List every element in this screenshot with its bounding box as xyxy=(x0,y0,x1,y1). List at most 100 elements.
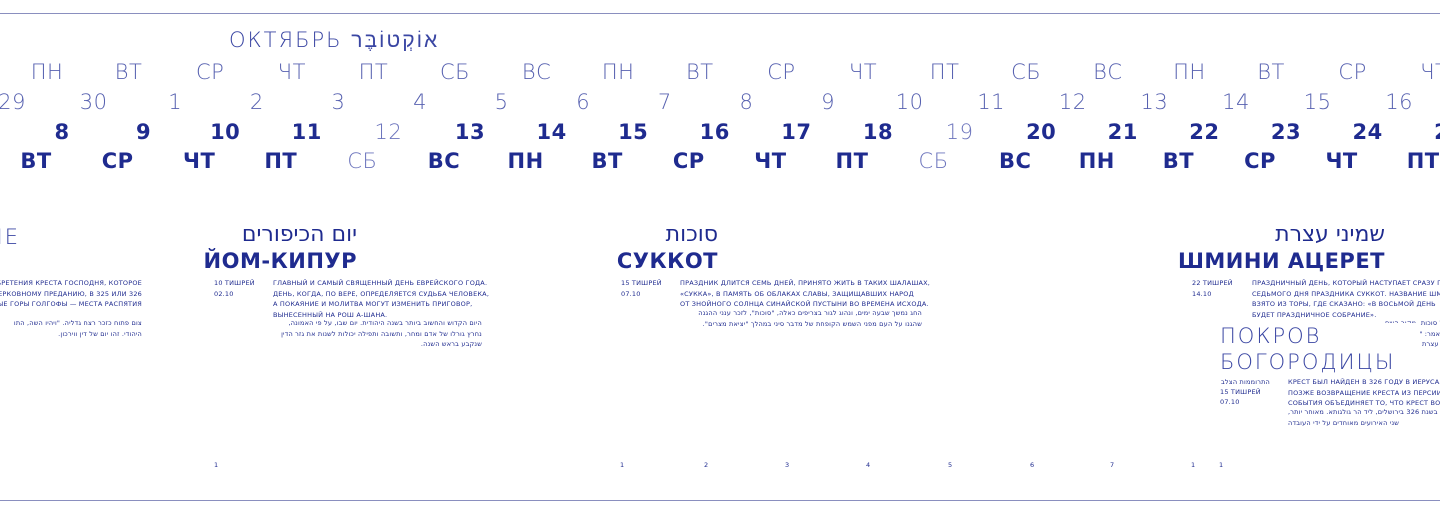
calendar-cell: 19 xyxy=(945,120,974,144)
calendar-cell: 9 xyxy=(821,90,835,114)
calendar-cell: 13 xyxy=(454,120,486,144)
holiday-date-he: 15 ТИШРЕЙ xyxy=(1220,388,1261,396)
calendar-cell: СР xyxy=(101,149,134,173)
holiday-title-he: יום הכיפורים xyxy=(241,222,357,247)
text-line: ДЕНЬ, КОГДА, ПО ВЕРЕ, ОПРЕДЕЛЯЕТСЯ СУДЬБ… xyxy=(273,289,490,298)
holiday-title-ru: ШМИНИ АЦЕРЕТ xyxy=(1177,249,1385,273)
text-line: ГЛАВНЫЙ И САМЫЙ СВЯЩЕННЫЙ ДЕНЬ ЕВРЕЙСКОГ… xyxy=(273,279,488,287)
calendar-cell: 14 xyxy=(1222,90,1250,114)
calendar-cell: ПТ xyxy=(835,149,869,173)
text-line: ОБРЕТЕНИЯ КРЕСТА ГОСПОДНЯ, КОТОРОЕ xyxy=(0,279,142,287)
calendar-cell: СР xyxy=(672,149,705,173)
calendar-cell: 21 xyxy=(1107,120,1138,144)
text-line: ЫЕ ГОРЫ ГОЛГОФЫ — МЕСТА РАСПЯТИЯ xyxy=(0,300,142,308)
calendar-cell: 24 xyxy=(1352,120,1383,144)
calendar-cell: СР xyxy=(1244,149,1276,173)
calendar-cell: 11 xyxy=(291,120,322,144)
holiday-date: 07.10 xyxy=(621,290,641,298)
text-line: А ПОКАЯНИЕ И МОЛИТВА МОГУТ ИЗМЕНИТЬ ПРИГ… xyxy=(273,300,473,308)
text-line: ВЫНЕСЕННЫЙ НА РОШ А-ШАНА. xyxy=(273,310,388,319)
calendar-cell: 12 xyxy=(374,120,403,144)
holiday-title-he: התרוממות הצלב xyxy=(1220,378,1270,386)
calendar-cell: СБ xyxy=(439,60,471,84)
calendar-cell: ПН xyxy=(1173,60,1206,84)
calendar-cell: 4 xyxy=(413,90,427,114)
holiday-body-ru: ГЛАВНЫЙ И САМЫЙ СВЯЩЕННЫЙ ДЕНЬ ЕВРЕЙСКОГ… xyxy=(273,278,489,320)
calendar-cell: ПТ xyxy=(264,149,298,173)
calendar-cell: 10 xyxy=(895,90,924,114)
calendar-cell: ВТ xyxy=(114,60,143,84)
calendar-cell: ВС xyxy=(998,149,1032,173)
holiday-body-ru: КРЕСТ БЫЛ НАЙДЕН В 326 ГОДУ В ИЕРУСАЛИМЕ… xyxy=(1288,377,1440,409)
calendar-cell: СБ xyxy=(1011,60,1042,84)
holiday-title-ru: ИЕ xyxy=(0,225,20,249)
holiday-body-ru: ПРАЗДНИК ДЛИТСЯ СЕМЬ ДНЕЙ, ПРИНЯТО ЖИТЬ … xyxy=(680,278,930,310)
text-line: СОБЫТИЯ ОБЪЕДИНЯЕТ ТО, ЧТО КРЕСТ ВОЗДВИГ… xyxy=(1288,399,1440,407)
calendar-cell: 10 xyxy=(210,120,241,144)
calendar-cell: 25 xyxy=(1434,120,1440,144)
calendar-cell: 17 xyxy=(781,120,812,144)
text-line: צלב נמצא בשנת 326 בירושלים, ליד הר גולגו… xyxy=(1288,408,1440,416)
holiday-body-he: היום הקדוש והחשוב ביותר בשנה היהודית. יו… xyxy=(281,318,482,350)
text-line: БУДЕТ ПРАЗДНИЧНОЕ СОБРАНИЕ». xyxy=(1252,310,1377,319)
holiday-date: 14.10 xyxy=(1192,290,1212,298)
footer-number: 1 xyxy=(1191,461,1196,469)
text-line: КРЕСТ БЫЛ НАЙДЕН В 326 ГОДУ В ИЕРУСАЛИМЕ… xyxy=(1288,378,1440,386)
bottom-rule xyxy=(0,500,1440,501)
holiday-body-he: החג נמשך שבעה ימים, ונהוג לגור בצריפים כ… xyxy=(698,308,922,329)
calendar-cell: ВТ xyxy=(1162,149,1195,173)
footer-number: 1 xyxy=(214,461,219,469)
calendar-cell: ЧТ xyxy=(754,149,787,173)
text-line: היום הקדוש והחשוב ביותר בשנה היהודית. יו… xyxy=(288,319,482,327)
footer-number: 1 xyxy=(620,461,625,469)
holiday-date-he: 10 ТИШРЕЙ xyxy=(214,279,255,287)
calendar-cell: СБ xyxy=(347,149,378,173)
calendar-cell: ПН xyxy=(1078,149,1115,173)
text-line: ПРАЗДНИК ДЛИТСЯ СЕМЬ ДНЕЙ, ПРИНЯТО ЖИТЬ … xyxy=(680,279,931,287)
calendar-cell: ПТ xyxy=(1406,149,1440,173)
calendar-cell: 13 xyxy=(1140,90,1169,114)
holiday-date-he: 15 ТИШРЕЙ xyxy=(621,279,662,287)
footer-number: 3 xyxy=(785,461,790,469)
calendar-cell: ВТ xyxy=(1257,60,1285,84)
calendar-cell: 6 xyxy=(576,90,591,114)
calendar-cell: 2 xyxy=(249,90,264,114)
footer-number: 4 xyxy=(866,461,871,469)
calendar-cell: 7 xyxy=(657,90,672,114)
calendar-cell: ЧТ xyxy=(848,60,878,84)
holiday-title-ru: СУККОТ xyxy=(616,249,718,273)
text-line: «СУККА», В ПАМЯТЬ ОБ ОБЛАКАХ СЛАВЫ, ЗАЩИ… xyxy=(680,289,914,298)
calendar-cell: 12 xyxy=(1058,90,1087,114)
text-line: החג נמשך שבעה ימים, ונהוג לגור בצריפים כ… xyxy=(698,309,922,317)
calendar-cell: ПН xyxy=(30,60,64,84)
calendar-cell: СР xyxy=(767,60,796,84)
footer-number: 2 xyxy=(704,461,709,469)
holiday-date-he: 22 ТИШРЕЙ xyxy=(1192,279,1233,287)
text-line: שנקבע בראש השנה. xyxy=(420,340,482,348)
calendar-cell: 20 xyxy=(1026,120,1057,144)
calendar-cell: СБ xyxy=(918,149,949,173)
calendar-cell: ЧТ xyxy=(277,60,306,84)
footer-number: 1 xyxy=(1219,461,1224,469)
calendar-cell: 3 xyxy=(331,90,346,114)
text-line: ВЗЯТО ИЗ ТОРЫ, ГДЕ СКАЗАНО: «В ВОСЬМОЙ Д… xyxy=(1252,300,1436,308)
calendar-cell: ВТ xyxy=(20,149,52,173)
calendar-cell: 5 xyxy=(494,90,509,114)
calendar-cell: 22 xyxy=(1189,120,1220,144)
top-rule xyxy=(0,13,1440,14)
calendar-cell: 29 xyxy=(0,90,26,114)
text-line: שהגנו על העם מפני השמש הקופחת של מדבר סי… xyxy=(702,319,922,328)
calendar-cell: 16 xyxy=(699,120,730,144)
calendar-cell: СР xyxy=(196,60,225,84)
calendar-cell: ЧТ xyxy=(1325,149,1358,173)
text-line: שני האירועים מאוחדים על ידי העובדה xyxy=(1288,418,1400,427)
calendar-cell: 15 xyxy=(1303,90,1332,114)
calendar-cell: ЧТ xyxy=(1420,60,1440,84)
footer-number: 6 xyxy=(1030,461,1035,469)
holiday-date: 07.10 xyxy=(1220,398,1240,406)
month-title: ОКТЯБРЬ אוֹקְטוֹבֶּר xyxy=(229,28,440,52)
footer-number: 7 xyxy=(1110,461,1115,469)
calendar-cell: 14 xyxy=(536,120,567,144)
calendar-cell: 9 xyxy=(136,120,152,144)
holiday-title-he: סוכות xyxy=(665,222,718,247)
